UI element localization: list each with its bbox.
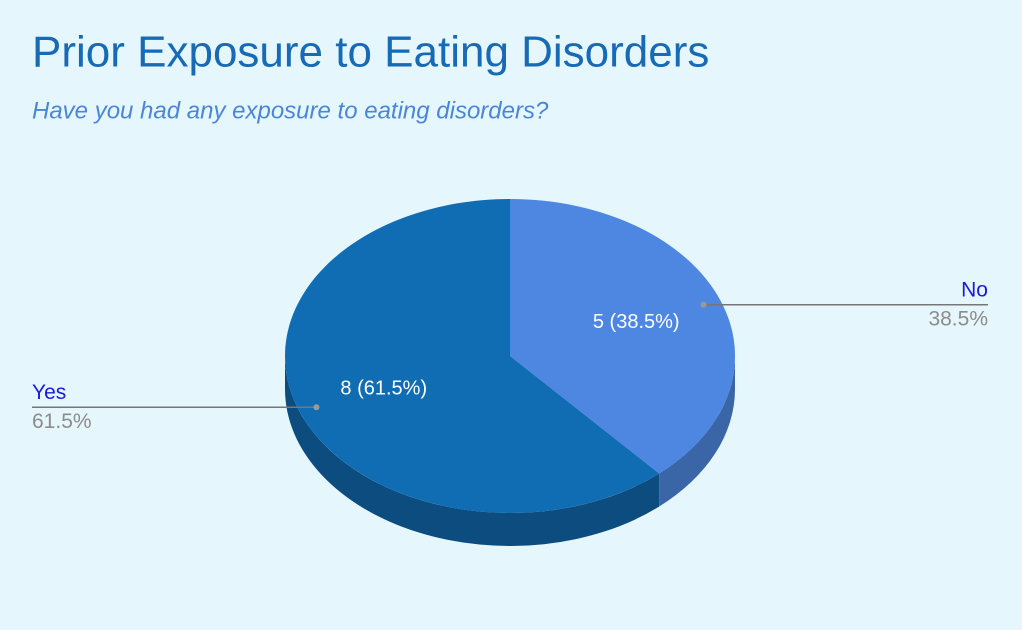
legend-percent: 61.5%: [32, 410, 92, 433]
legend-label: Yes: [32, 381, 66, 404]
chart-subtitle: Have you had any exposure to eating diso…: [32, 97, 549, 124]
slice: [284, 199, 660, 513]
slice-label: 5 (38.5%): [593, 311, 680, 333]
chart-title: Prior Exposure to Eating Disorders: [32, 28, 709, 77]
legend-label: No: [961, 278, 988, 301]
leader-dot: [700, 301, 707, 308]
slice: [510, 199, 735, 474]
leader-dot: [313, 404, 320, 411]
slice-side: [659, 356, 735, 507]
legend-percent: 38.5%: [928, 307, 988, 330]
slice-side: [285, 356, 660, 546]
slice-label: 8 (61.5%): [340, 378, 427, 400]
